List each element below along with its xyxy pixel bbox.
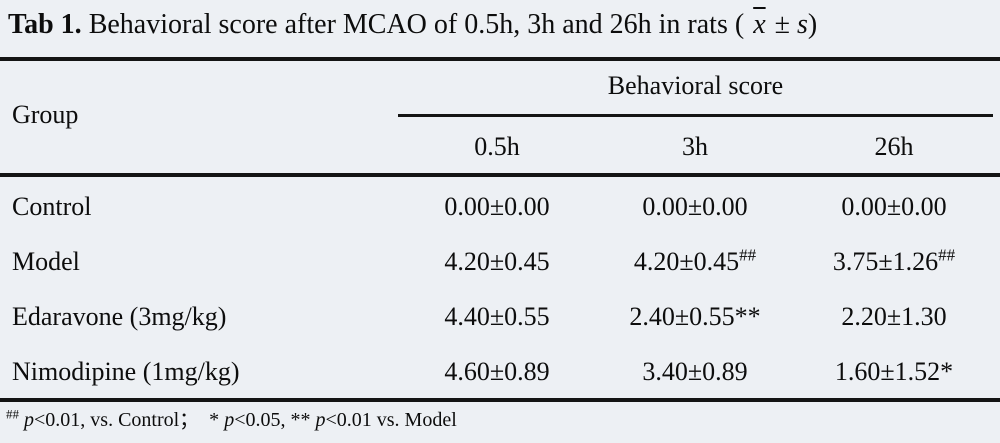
cell-value: 4.40±0.55 (444, 302, 550, 331)
table-caption-number: Tab 1. (8, 9, 82, 40)
row-label-model: Model (12, 247, 80, 276)
cell-value: 4.20±0.45 (444, 247, 550, 276)
col-header-0-5h: 0.5h (474, 132, 520, 161)
plus-minus-sign: ± (767, 9, 797, 40)
footnote-p-italic: p (315, 409, 326, 431)
col-header-group: Group (12, 100, 79, 129)
row-label-edaravone: Edaravone (3mg/kg) (12, 302, 227, 331)
caption-close-paren: ) (807, 9, 818, 40)
table-caption: Tab 1. Behavioral score after MCAO of 0.… (8, 8, 996, 42)
footnote-text: <0.05, ** (234, 409, 316, 431)
row-label-control: Control (12, 192, 92, 221)
footnote-text: <0.01, vs. Control； * (34, 409, 225, 431)
table-row: Model 4.20±0.45 4.20±0.45## 3.75±1.26## (0, 244, 1000, 280)
footnote-text: <0.01 vs. Model (325, 409, 457, 431)
cell-value: 3.75±1.26## (832, 245, 956, 276)
table-row: Nimodipine (1mg/kg) 4.60±0.89 3.40±0.89 … (0, 354, 1000, 390)
footnote-p-italic: p (19, 409, 34, 431)
cell-value: 3.40±0.89 (642, 357, 748, 386)
cell-value: 0.00±0.00 (642, 192, 748, 221)
table-row: Control 0.00±0.00 0.00±0.00 0.00±0.00 (0, 189, 1000, 225)
cell-value: 4.60±0.89 (444, 357, 550, 386)
mean-symbol-xbar: x (753, 9, 766, 40)
col-header-3h: 3h (682, 132, 708, 161)
table-row: Edaravone (3mg/kg) 4.40±0.55 2.40±0.55**… (0, 299, 1000, 335)
col-header-behavioral-score: Behavioral score (607, 71, 784, 100)
table-caption-text: Behavioral score after MCAO of 0.5h, 3h … (81, 9, 752, 40)
cell-value: 0.00±0.00 (841, 192, 947, 221)
spanner-underline-rule (398, 114, 993, 117)
cell-value: 0.00±0.00 (444, 192, 550, 221)
footnote-hash-marker: ## (6, 406, 19, 422)
cell-value: 2.20±1.30 (841, 302, 947, 331)
cell-value: 4.20±0.45## (633, 245, 757, 276)
table-footnote: ## p<0.01, vs. Control； * p<0.05, ** p<0… (6, 405, 994, 435)
cell-superscript: ## (739, 245, 757, 265)
table-bottom-rule (0, 398, 1000, 402)
col-header-26h: 26h (874, 132, 914, 161)
cell-value: 1.60±1.52* (834, 357, 954, 386)
header-bottom-rule (0, 173, 1000, 177)
footnote-p-italic: p (224, 409, 235, 431)
table-top-rule (0, 57, 1000, 61)
cell-value: 2.40±0.55** (629, 302, 761, 331)
sd-symbol-s: s (797, 9, 808, 40)
cell-superscript: ## (938, 245, 956, 265)
row-label-nimodipine: Nimodipine (1mg/kg) (12, 357, 240, 386)
